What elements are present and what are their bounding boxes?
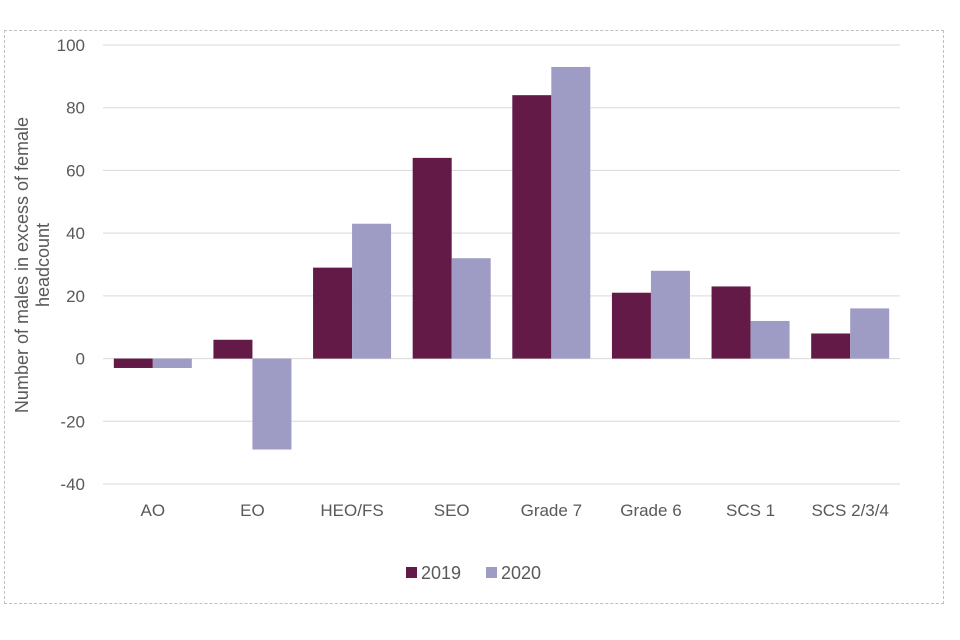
y-tick-label: 40 xyxy=(66,224,85,243)
y-tick-label: 20 xyxy=(66,287,85,306)
bar-2020-seo xyxy=(452,258,491,358)
bar-2019-grade-6 xyxy=(612,293,651,359)
y-axis-ticks: 100 80 60 40 20 0 -20 -40 xyxy=(57,36,85,494)
bar-2019-eo xyxy=(213,340,252,359)
x-tick-label: SEO xyxy=(434,501,470,520)
bar-2020-grade-6 xyxy=(651,271,690,359)
bar-2020-scs-2-3-4 xyxy=(850,308,889,358)
gridlines xyxy=(103,45,900,484)
legend-swatch-2020 xyxy=(486,567,497,578)
y-axis-label-line-2: headcount xyxy=(33,223,53,307)
bars xyxy=(114,67,889,450)
bar-2019-grade-7 xyxy=(512,95,551,358)
bar-2020-heo-fs xyxy=(352,224,391,359)
y-tick-label: 60 xyxy=(66,161,85,180)
y-tick-label: 0 xyxy=(76,350,85,369)
x-tick-label: EO xyxy=(240,501,265,520)
bar-2020-ao xyxy=(153,359,192,368)
x-tick-label: SCS 2/3/4 xyxy=(811,501,889,520)
bar-2019-scs-1 xyxy=(712,286,751,358)
bar-2019-ao xyxy=(114,359,153,368)
bar-2020-scs-1 xyxy=(751,321,790,359)
legend-label-2019: 2019 xyxy=(421,563,461,583)
legend-label-2020: 2020 xyxy=(501,563,541,583)
x-tick-label: Grade 6 xyxy=(620,501,681,520)
y-tick-label: -20 xyxy=(60,412,85,431)
bar-2020-grade-7 xyxy=(551,67,590,359)
y-axis-label-line-1: Number of males in excess of female xyxy=(12,117,32,413)
bar-2019-scs-2-3-4 xyxy=(811,333,850,358)
x-tick-label: AO xyxy=(141,501,166,520)
x-tick-label: Grade 7 xyxy=(521,501,582,520)
bar-chart: 100 80 60 40 20 0 -20 -40 AO EO HEO/FS SEO Grade 7 G… xyxy=(0,0,960,640)
x-tick-label: HEO/FS xyxy=(320,501,383,520)
bar-2019-heo-fs xyxy=(313,268,352,359)
legend: 2019 2020 xyxy=(406,563,541,583)
bar-2019-seo xyxy=(413,158,452,359)
y-tick-label: 80 xyxy=(66,99,85,118)
x-tick-label: SCS 1 xyxy=(726,501,775,520)
y-tick-label: 100 xyxy=(57,36,85,55)
bar-2020-eo xyxy=(252,359,291,450)
legend-swatch-2019 xyxy=(406,567,417,578)
y-tick-label: -40 xyxy=(60,475,85,494)
x-axis-ticks: AO EO HEO/FS SEO Grade 7 Grade 6 SCS 1 SCS 2/3/… xyxy=(141,501,889,520)
